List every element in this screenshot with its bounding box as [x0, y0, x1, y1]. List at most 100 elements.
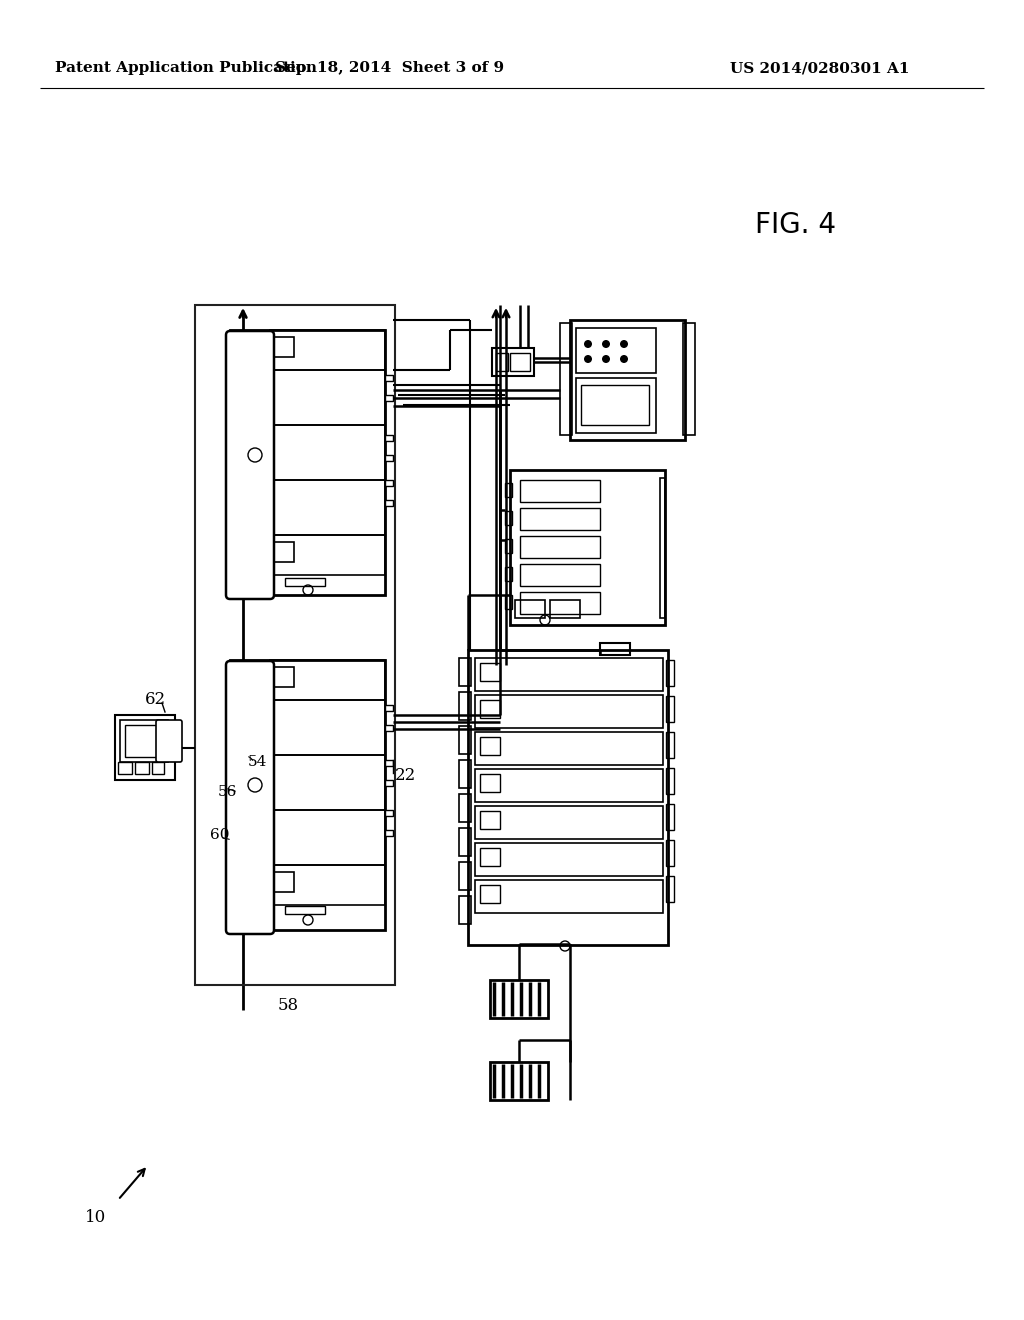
Bar	[385, 725, 393, 731]
Bar	[233, 803, 239, 810]
Bar	[233, 418, 239, 426]
Bar	[270, 660, 385, 700]
Bar	[233, 436, 239, 445]
Bar	[459, 795, 471, 822]
Bar	[480, 884, 500, 903]
Bar	[459, 726, 471, 754]
Bar	[666, 804, 674, 830]
Bar	[505, 595, 512, 609]
Bar	[666, 733, 674, 758]
Bar	[666, 768, 674, 795]
Bar	[385, 760, 393, 766]
Text: 56: 56	[218, 785, 238, 799]
Bar	[480, 700, 500, 718]
Bar	[243, 358, 251, 370]
Bar	[515, 601, 545, 618]
Bar	[480, 774, 500, 792]
Bar	[520, 536, 600, 558]
Bar	[243, 508, 251, 520]
Bar	[233, 376, 241, 388]
Bar	[385, 375, 393, 381]
Bar	[475, 733, 663, 766]
Bar	[270, 865, 385, 906]
Bar	[243, 376, 251, 388]
Bar	[385, 705, 393, 711]
Bar	[120, 719, 168, 762]
Bar	[233, 671, 241, 682]
Bar	[233, 706, 241, 718]
Bar	[468, 649, 668, 945]
Bar	[243, 341, 251, 352]
Bar	[285, 578, 325, 586]
Bar	[270, 700, 385, 755]
Circle shape	[584, 341, 592, 348]
Bar	[243, 688, 251, 700]
Circle shape	[602, 341, 610, 348]
Bar	[459, 692, 471, 719]
FancyBboxPatch shape	[226, 661, 274, 935]
Bar	[666, 840, 674, 866]
Bar	[666, 876, 674, 902]
Bar	[560, 323, 572, 436]
Bar	[600, 643, 630, 655]
Bar	[480, 737, 500, 755]
Bar	[459, 657, 471, 686]
Bar	[385, 436, 393, 441]
Bar	[270, 810, 385, 865]
Bar	[243, 706, 251, 718]
Bar	[274, 337, 294, 356]
Bar	[475, 807, 663, 840]
Circle shape	[620, 341, 628, 348]
Text: 22: 22	[395, 767, 416, 784]
Bar	[233, 358, 241, 370]
Bar	[115, 715, 175, 780]
Bar	[660, 478, 665, 618]
Bar	[505, 539, 512, 553]
Bar	[233, 820, 241, 832]
Bar	[385, 480, 393, 486]
Bar	[492, 348, 534, 376]
Text: Patent Application Publication: Patent Application Publication	[55, 61, 317, 75]
Bar	[666, 660, 674, 686]
FancyBboxPatch shape	[156, 719, 182, 762]
Bar	[475, 880, 663, 913]
Bar	[385, 780, 393, 785]
Bar	[270, 330, 385, 370]
Text: US 2014/0280301 A1: US 2014/0280301 A1	[730, 61, 909, 75]
Bar	[475, 657, 663, 690]
Bar	[233, 508, 241, 520]
Bar	[385, 500, 393, 506]
Bar	[270, 535, 385, 576]
Bar	[480, 810, 500, 829]
Bar	[666, 696, 674, 722]
Text: FIG. 4: FIG. 4	[755, 211, 836, 239]
Bar	[274, 543, 294, 562]
Bar	[243, 838, 251, 850]
Bar	[490, 1063, 548, 1100]
Bar	[270, 755, 385, 810]
Bar	[195, 305, 395, 985]
Bar	[230, 660, 385, 931]
Bar	[385, 395, 393, 401]
Bar	[496, 352, 508, 371]
Bar	[520, 480, 600, 502]
Bar	[270, 480, 385, 535]
Bar	[510, 470, 665, 624]
Bar	[233, 838, 241, 850]
Bar	[480, 847, 500, 866]
Circle shape	[620, 355, 628, 363]
Bar	[520, 508, 600, 531]
Bar	[490, 979, 548, 1018]
Bar	[520, 564, 600, 586]
Bar	[480, 663, 500, 681]
Text: 10: 10	[85, 1209, 106, 1226]
Circle shape	[602, 355, 610, 363]
Bar	[475, 770, 663, 803]
Text: 58: 58	[278, 997, 299, 1014]
Text: 54: 54	[248, 755, 267, 770]
Bar	[459, 862, 471, 890]
Bar	[520, 591, 600, 614]
Bar	[274, 873, 294, 892]
Bar	[243, 490, 251, 502]
Bar	[233, 454, 239, 463]
